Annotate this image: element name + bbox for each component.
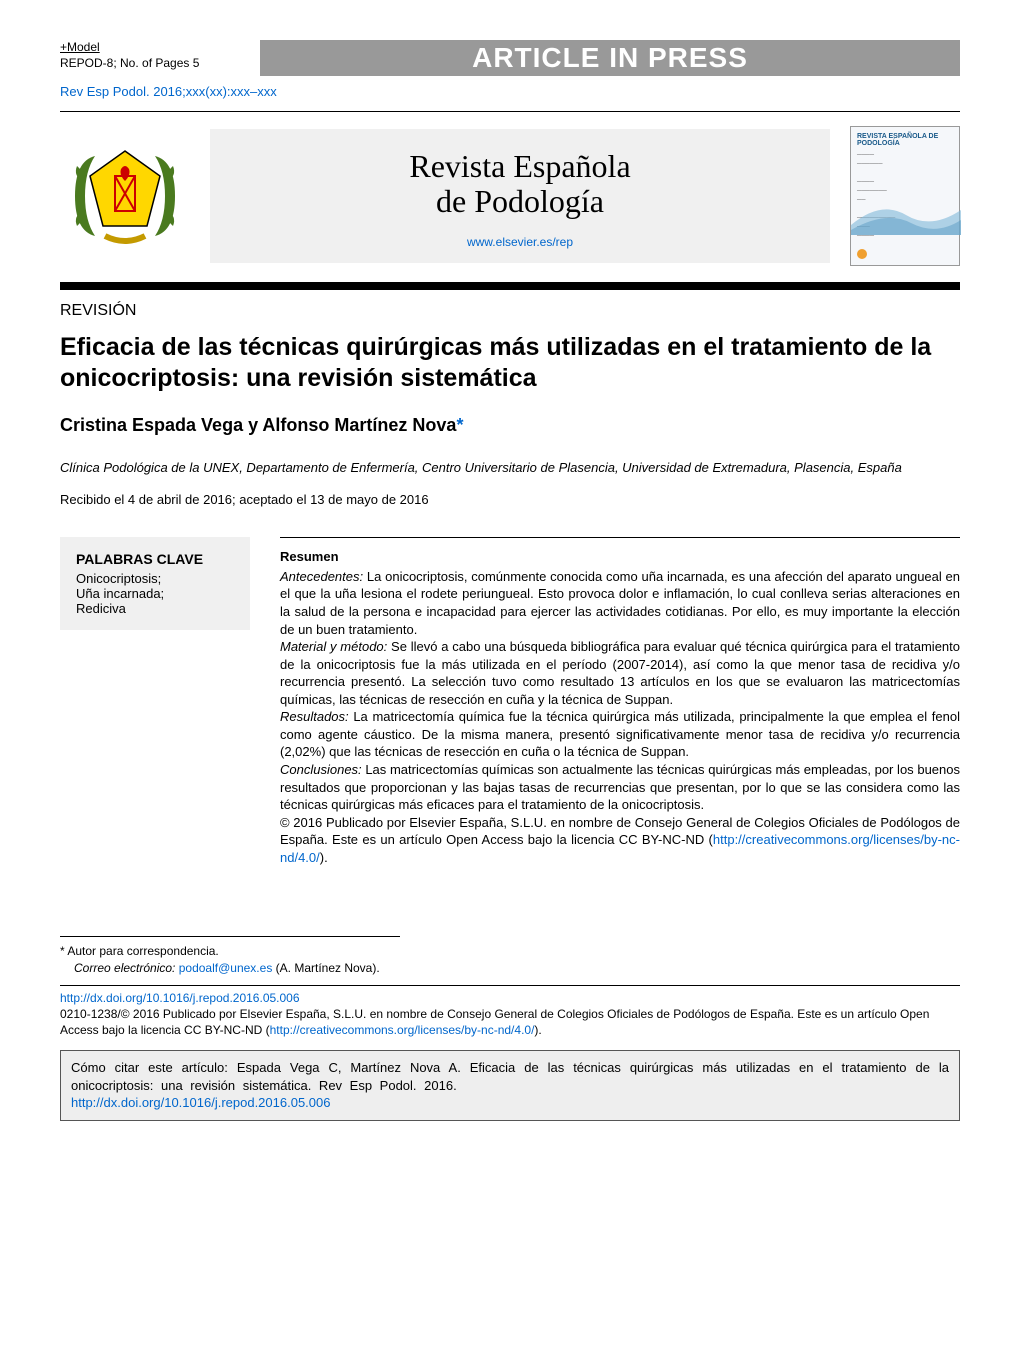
email-line: Correo electrónico: podoalf@unex.es (A. … — [60, 960, 960, 977]
divider — [60, 111, 960, 112]
doi-block: http://dx.doi.org/10.1016/j.repod.2016.0… — [60, 985, 960, 1039]
keywords-heading: PALABRAS CLAVE — [76, 551, 234, 567]
abstract-resultados: Resultados: La matricectomía química fue… — [280, 708, 960, 761]
email-link[interactable]: podoalf@unex.es — [179, 961, 273, 975]
conclusiones-label: Conclusiones: — [280, 762, 362, 777]
keywords-box: PALABRAS CLAVE Onicocriptosis; Uña incar… — [60, 537, 250, 630]
article-title: Eficacia de las técnicas quirúrgicas más… — [60, 332, 960, 395]
journal-title-l2: de Podología — [436, 183, 604, 219]
publisher-mark-icon — [857, 249, 867, 259]
abstract-material: Material y método: Se llevó a cabo una b… — [280, 638, 960, 708]
abstract-box: Resumen Antecedentes: La onicocriptosis,… — [280, 537, 960, 866]
material-label: Material y método: — [280, 639, 387, 654]
resultados-text: La matricectomía química fue la técnica … — [280, 709, 960, 759]
model-line1: +Model — [60, 40, 260, 56]
doi-close: ). — [534, 1023, 541, 1037]
authors: Cristina Espada Vega y Alfonso Martínez … — [60, 415, 960, 436]
journal-title-box: Revista Española de Podología www.elsevi… — [210, 129, 830, 263]
citation-link[interactable]: Rev Esp Podol. 2016;xxx(xx):xxx–xxx — [60, 84, 960, 99]
content-row: PALABRAS CLAVE Onicocriptosis; Uña incar… — [60, 537, 960, 866]
journal-title: Revista Española de Podología — [210, 149, 830, 219]
journal-title-l1: Revista Española — [409, 148, 630, 184]
journal-url-link[interactable]: www.elsevier.es/rep — [467, 235, 573, 249]
email-label: Correo electrónico: — [74, 961, 175, 975]
footnote-block: * Autor para correspondencia. Correo ele… — [60, 943, 960, 977]
journal-header: Revista Española de Podología www.elsevi… — [60, 116, 960, 276]
cover-title: REVISTA ESPAÑOLA DE PODOLOGÍA — [857, 133, 953, 147]
journal-cover-thumbnail: REVISTA ESPAÑOLA DE PODOLOGÍA ──────────… — [850, 126, 960, 266]
antecedentes-text: La onicocriptosis, comúnmente conocida c… — [280, 569, 960, 637]
authors-text: Cristina Espada Vega y Alfonso Martínez … — [60, 415, 456, 435]
conclusiones-text: Las matricectomías químicas son actualme… — [280, 762, 960, 812]
cover-wave-graphic — [851, 195, 961, 235]
corr-text: Autor para correspondencia. — [67, 944, 218, 958]
podology-emblem-icon — [65, 141, 185, 251]
corr-author-line: * Autor para correspondencia. — [60, 943, 960, 960]
section-label: REVISIÓN — [60, 302, 960, 320]
affiliation: Clínica Podológica de la UNEX, Departame… — [60, 460, 960, 477]
corresponding-asterisk: * — [456, 415, 463, 435]
email-paren: (A. Martínez Nova). — [272, 961, 379, 975]
keywords-list: Onicocriptosis; Uña incarnada; Rediciva — [76, 571, 234, 616]
abstract-copyright: © 2016 Publicado por Elsevier España, S.… — [280, 814, 960, 867]
copyright-close: ). — [320, 850, 328, 865]
footnote-rule — [60, 936, 400, 937]
resultados-label: Resultados: — [280, 709, 349, 724]
header-bar: +Model REPOD-8; No. of Pages 5 ARTICLE I… — [60, 40, 960, 76]
article-dates: Recibido el 4 de abril de 2016; aceptado… — [60, 492, 960, 507]
model-line2: REPOD-8; No. of Pages 5 — [60, 56, 260, 72]
article-in-press-banner: ARTICLE IN PRESS — [260, 40, 960, 76]
doi-link[interactable]: http://dx.doi.org/10.1016/j.repod.2016.0… — [60, 991, 300, 1005]
abstract-heading: Resumen — [280, 548, 960, 566]
cite-doi-link[interactable]: http://dx.doi.org/10.1016/j.repod.2016.0… — [71, 1095, 330, 1110]
how-to-cite-box: Cómo citar este artículo: Espada Vega C,… — [60, 1050, 960, 1121]
cite-text: Cómo citar este artículo: Espada Vega C,… — [71, 1060, 949, 1093]
model-info: +Model REPOD-8; No. of Pages 5 — [60, 40, 260, 71]
antecedentes-label: Antecedentes: — [280, 569, 363, 584]
doi-license-link[interactable]: http://creativecommons.org/licenses/by-n… — [270, 1023, 535, 1037]
abstract-antecedentes: Antecedentes: La onicocriptosis, comúnme… — [280, 568, 960, 638]
journal-logo — [60, 136, 190, 256]
abstract-conclusiones: Conclusiones: Las matricectomías química… — [280, 761, 960, 814]
thick-divider — [60, 282, 960, 290]
